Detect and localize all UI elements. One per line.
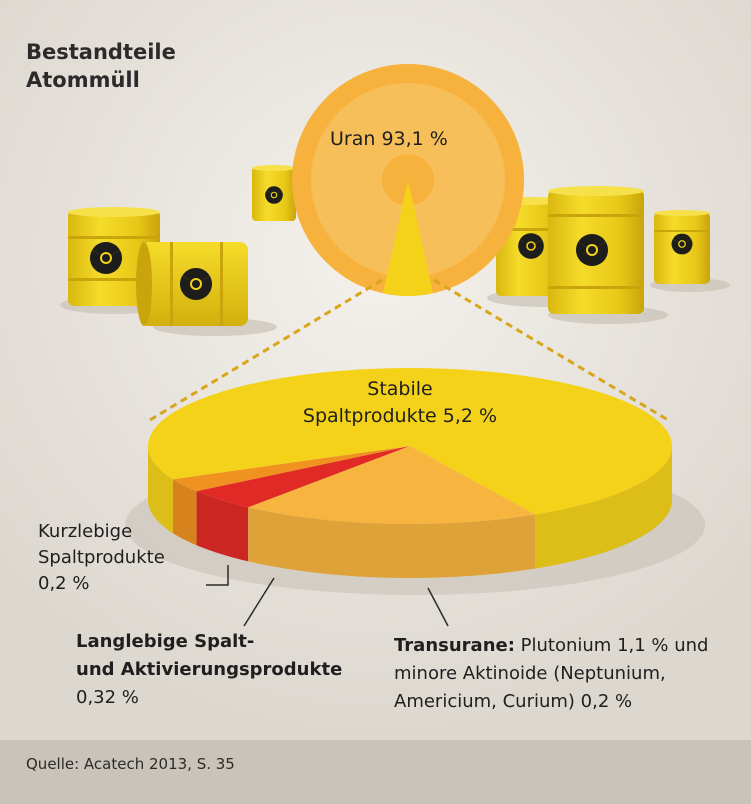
label-trans-line3: Americium, Curium) 0,2 % (394, 691, 633, 712)
leader-line-lang (243, 577, 275, 627)
label-lang: Langlebige Spalt- und Aktivierungsproduk… (76, 628, 342, 712)
barrel-small-back (252, 165, 296, 221)
pie-side-stabile-left (148, 446, 173, 534)
label-kurz-line1: Kurzlebige (38, 521, 133, 542)
label-stabile-line1: Stabile (367, 378, 433, 400)
label-trans: Transurane: Plutonium 1,1 % und minore A… (394, 632, 744, 716)
main-pie (292, 64, 524, 296)
leader-line-kurz (206, 565, 229, 586)
pie-slice-kurz (172, 446, 410, 492)
connector-line-left (149, 278, 383, 422)
radiation-icon (311, 83, 505, 277)
label-kurz-line2: Spaltprodukte (38, 547, 165, 568)
label-trans-bold: Transurane: (394, 635, 515, 656)
pie-slice-stabile (147, 368, 672, 515)
label-lang-line1: Langlebige Spalt- (76, 631, 255, 652)
footer-bar (0, 740, 751, 804)
pie-slice-lang (196, 446, 410, 508)
barrel-right-2 (548, 186, 644, 314)
label-stabile: Stabile Spaltprodukte 5,2 % (290, 376, 510, 430)
pie-slice-rest (383, 180, 433, 296)
label-kurz-line3: 0,2 % (38, 573, 90, 594)
leader-line-trans (427, 587, 449, 627)
label-trans-line2: minore Aktinoide (Neptunium, (394, 663, 666, 684)
breakdown-pie (147, 368, 672, 578)
barrel-left-lying (136, 242, 248, 326)
connector-line-right (433, 278, 669, 422)
chart-title-line1: Bestandteile (26, 40, 176, 64)
label-stabile-line2: Spaltprodukte 5,2 % (302, 405, 498, 427)
label-uran: Uran 93,1 % (330, 128, 448, 150)
chart-title-line2: Atommüll (26, 68, 140, 92)
label-lang-line3: 0,32 % (76, 687, 139, 708)
pie-side-trans (248, 507, 536, 578)
chart-title: Bestandteile Atommüll (26, 38, 176, 94)
label-kurz: Kurzlebige Spaltprodukte 0,2 % (38, 519, 165, 597)
label-lang-line2: und Aktivierungsprodukte (76, 659, 343, 680)
pie-slice-trans (248, 446, 536, 524)
pie-side-lang (196, 491, 249, 562)
source-note: Quelle: Acatech 2013, S. 35 (26, 755, 235, 773)
pie-side-kurz (172, 479, 197, 546)
label-trans-line1: Plutonium 1,1 % und (520, 635, 709, 656)
pie-side-stabile-right (535, 446, 672, 569)
barrel-right-3 (654, 210, 710, 284)
